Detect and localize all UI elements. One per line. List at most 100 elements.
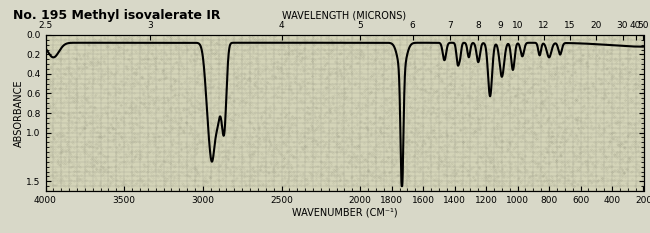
Point	[527, 171, 538, 174]
Point	[57, 176, 68, 179]
Point	[467, 68, 478, 72]
Point	[181, 166, 191, 170]
Point	[429, 157, 439, 160]
Point	[434, 153, 444, 157]
Point	[462, 160, 473, 163]
Point	[320, 112, 331, 116]
Point	[129, 102, 139, 106]
Point	[317, 40, 327, 44]
Point	[404, 139, 414, 142]
Point	[454, 41, 464, 45]
Point	[100, 147, 110, 150]
Point	[510, 163, 520, 167]
Point	[611, 135, 621, 139]
Point	[575, 119, 586, 123]
Point	[195, 108, 205, 112]
Point	[632, 167, 643, 170]
Point	[376, 132, 386, 136]
Point	[52, 133, 62, 137]
Point	[611, 86, 621, 90]
Point	[105, 74, 116, 78]
Point	[249, 177, 259, 181]
Point	[320, 85, 330, 89]
Point	[449, 142, 460, 146]
Point	[231, 62, 242, 66]
Point	[194, 107, 205, 111]
Point	[408, 79, 418, 82]
Point	[475, 145, 486, 149]
Point	[541, 139, 551, 143]
Point	[601, 67, 611, 71]
Point	[187, 131, 198, 134]
Point	[571, 74, 581, 78]
Point	[272, 160, 282, 164]
Point	[228, 155, 239, 159]
Point	[540, 89, 551, 93]
Point	[457, 139, 467, 143]
Point	[371, 87, 382, 91]
Point	[431, 161, 441, 165]
Point	[153, 154, 163, 158]
Point	[205, 85, 215, 89]
Point	[211, 57, 221, 61]
Point	[354, 147, 364, 151]
Point	[55, 178, 65, 182]
Point	[406, 148, 416, 152]
Point	[588, 127, 598, 131]
Point	[60, 73, 71, 76]
Point	[194, 63, 205, 67]
Point	[81, 98, 91, 102]
Point	[502, 56, 513, 59]
Point	[90, 170, 101, 174]
Point	[602, 171, 612, 175]
Point	[541, 136, 551, 140]
Point	[398, 171, 409, 175]
Point	[450, 179, 461, 183]
Point	[144, 82, 154, 86]
Point	[296, 55, 307, 58]
Point	[285, 98, 296, 101]
Point	[487, 46, 497, 50]
Point	[612, 168, 623, 172]
Point	[616, 50, 626, 54]
Point	[577, 179, 587, 182]
Point	[408, 155, 419, 158]
Point	[412, 143, 423, 147]
Point	[378, 140, 388, 144]
Point	[137, 125, 148, 129]
Point	[402, 167, 412, 171]
Point	[595, 98, 606, 102]
Point	[248, 94, 259, 98]
Point	[68, 75, 79, 79]
Point	[481, 164, 491, 168]
Point	[102, 96, 112, 100]
Point	[53, 109, 64, 112]
Point	[109, 137, 120, 140]
Point	[571, 117, 582, 121]
Point	[92, 79, 103, 83]
Point	[604, 124, 614, 127]
Point	[591, 45, 601, 49]
Point	[322, 173, 333, 177]
Point	[302, 145, 313, 149]
Point	[608, 148, 618, 152]
Point	[556, 150, 567, 154]
Point	[192, 183, 203, 187]
Point	[330, 60, 340, 64]
Point	[541, 150, 552, 154]
Point	[356, 172, 367, 175]
Point	[111, 178, 121, 182]
Point	[389, 141, 400, 144]
Point	[463, 112, 473, 116]
Point	[231, 75, 241, 79]
Point	[166, 140, 176, 144]
Point	[72, 57, 82, 61]
Point	[294, 137, 305, 141]
Point	[120, 90, 131, 94]
Point	[218, 158, 229, 162]
Point	[432, 63, 442, 67]
Point	[113, 184, 124, 187]
Point	[101, 45, 112, 48]
Point	[478, 86, 489, 89]
Point	[205, 134, 215, 138]
